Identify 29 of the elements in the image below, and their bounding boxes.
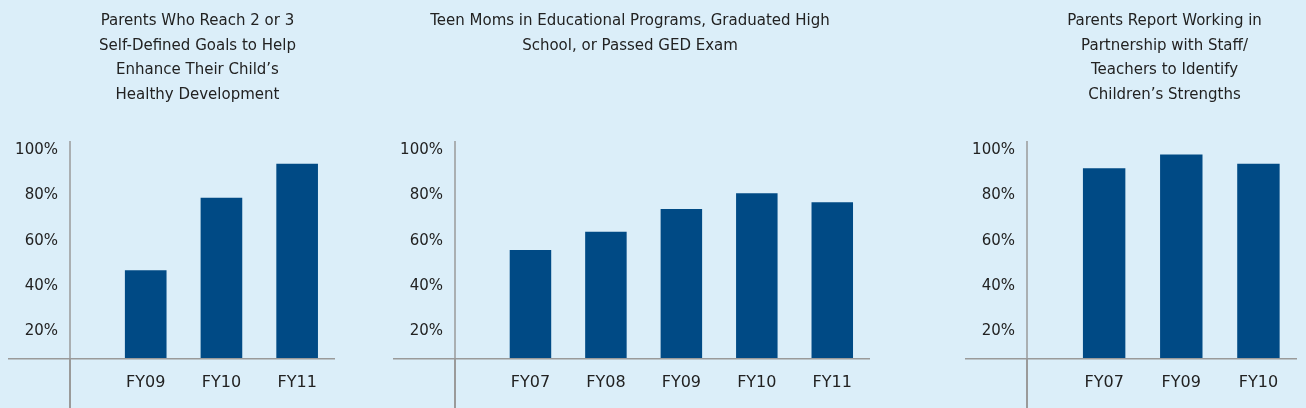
x-tick-label: FY09 [661,371,702,391]
chart-title: Parents Report Working in Partnership with Staff/ Teachers to Identify Children’s Strengths [1066,10,1263,105]
y-tick-label: 40% [409,276,443,295]
y-tick-label: 80% [24,185,58,204]
x-tick-label: FY09 [126,371,166,391]
y-tick-label: 40% [24,276,58,295]
x-tick-label: FY09 [1161,371,1201,391]
y-tick-label: 40% [981,276,1015,295]
y-tick-label: 80% [409,185,443,204]
x-tick-label: FY10 [201,371,242,391]
x-tick-label: FY07 [1084,371,1124,391]
x-tick-label: FY10 [737,371,777,391]
y-tick-label: 100% [972,139,1015,158]
y-tick-label: 60% [24,230,58,249]
chart-title: Teen Moms in Educational Programs, Graduated High School, or Passed GED Exam [429,10,831,56]
y-tick-label: 100% [15,139,58,158]
y-tick-label: 20% [981,321,1015,340]
x-tick-label: FY08 [586,371,626,391]
y-tick-label: 60% [409,230,443,249]
y-tick-label: 60% [981,230,1015,249]
y-tick-label: 20% [409,321,443,340]
y-tick-label: 20% [24,321,58,340]
x-tick-label: FY07 [510,371,551,391]
chart-title: Parents Who Reach 2 or 3 Self-Defined Goals to Help Enhance Their Child’s Healthy Development [98,10,297,105]
y-tick-label: 80% [981,185,1015,204]
x-tick-label: FY11 [812,371,852,391]
x-tick-label: FY10 [1238,371,1279,391]
x-tick-label: FY11 [277,371,317,391]
y-tick-label: 100% [400,139,443,158]
